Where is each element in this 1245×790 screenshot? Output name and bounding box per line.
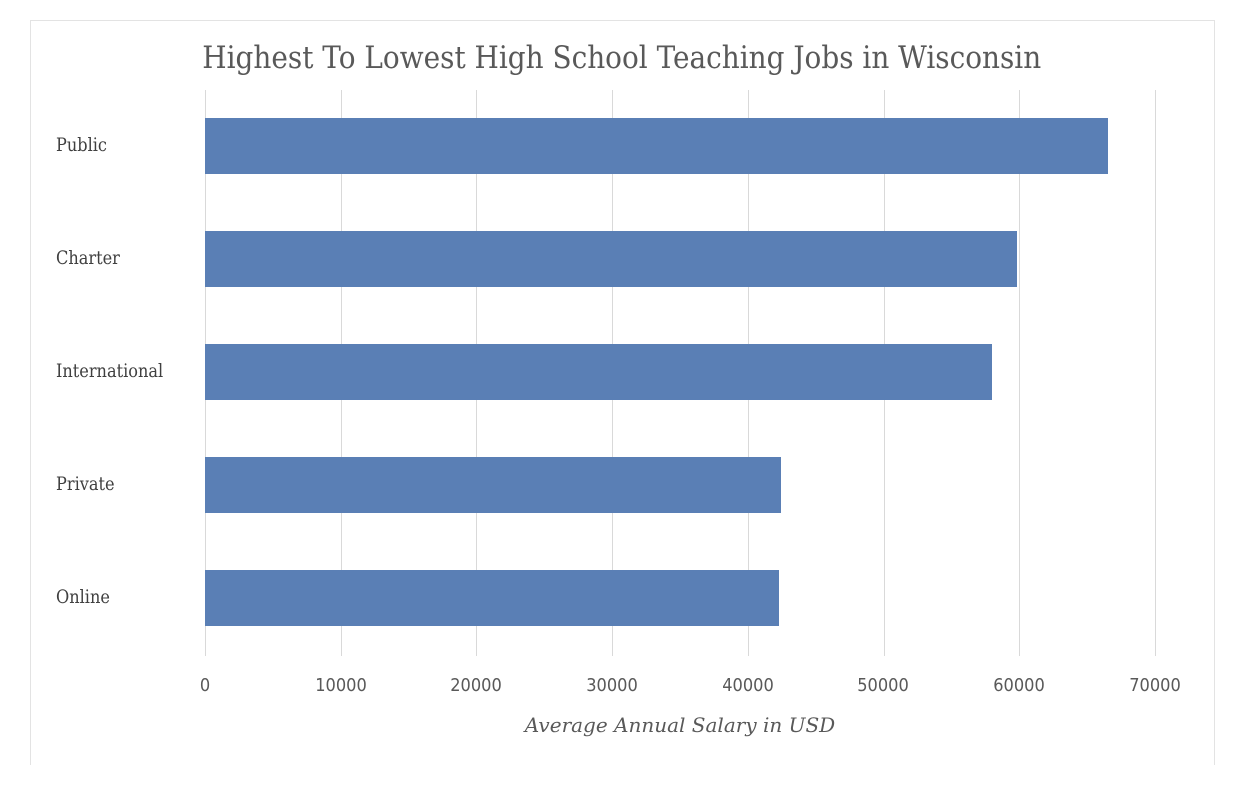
bar-charter [205,231,1017,287]
x-tick-label: 60000 [993,675,1045,696]
category-label: International [56,360,164,382]
x-tick-label: 10000 [315,675,367,696]
x-tick-label: 40000 [722,675,774,696]
x-tick-label: 20000 [450,675,502,696]
gridline [1019,90,1021,656]
gridline [1154,90,1156,656]
plot-area [205,90,1156,656]
x-axis-title: Average Annual Salary in USD [524,713,836,737]
category-label: Charter [56,247,120,269]
x-tick-label: 0 [199,675,211,696]
chart-title: Highest To Lowest High School Teaching J… [202,40,1042,76]
category-label: Private [56,473,115,495]
category-label: Public [56,134,107,156]
x-tick-label: 50000 [857,675,909,696]
x-tick-label: 70000 [1129,675,1181,696]
bar-international [205,344,993,400]
bar-online [205,570,780,626]
bar-private [205,457,782,513]
x-tick-label: 30000 [586,675,638,696]
bar-public [205,118,1108,174]
category-label: Online [56,586,110,608]
